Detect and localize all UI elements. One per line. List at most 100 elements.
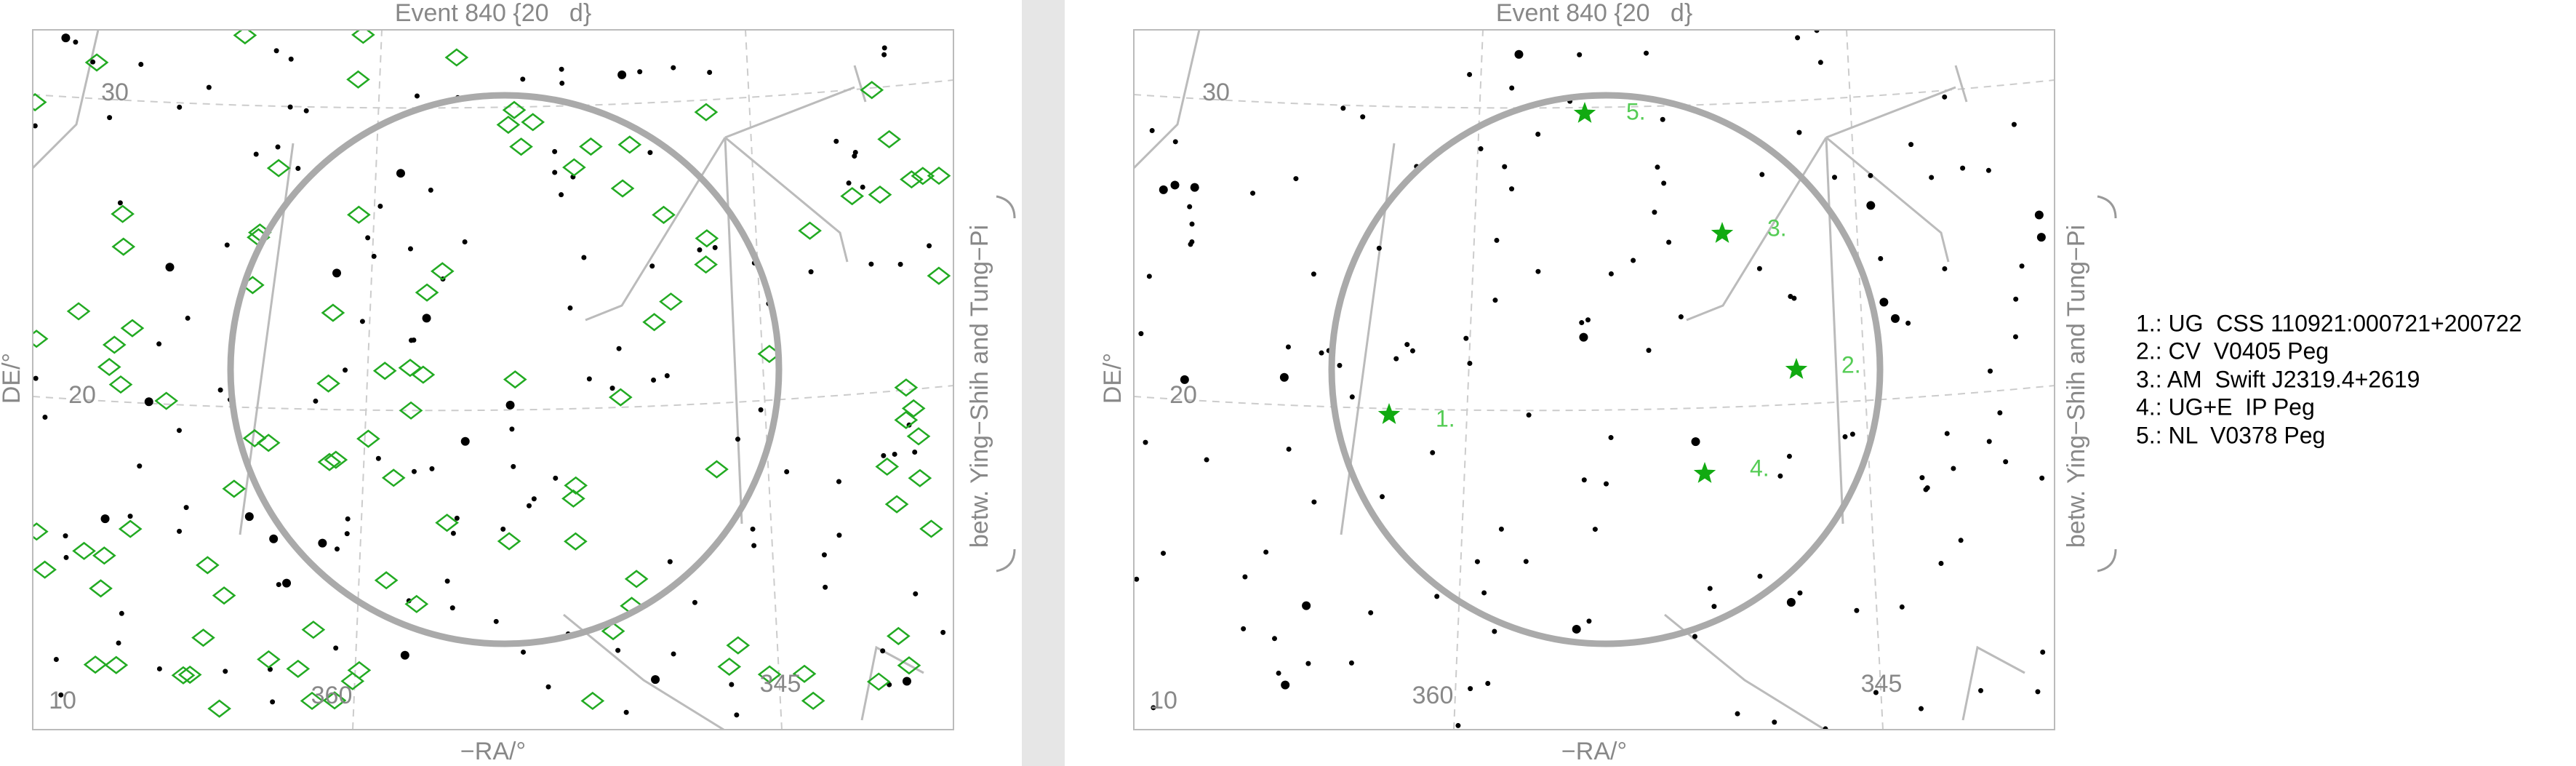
star	[371, 253, 377, 259]
star	[545, 684, 551, 690]
star	[1143, 439, 1148, 445]
star	[511, 463, 516, 469]
star	[2011, 121, 2017, 127]
star	[1348, 660, 1354, 666]
star	[1942, 94, 1948, 100]
object-marker	[83, 655, 108, 674]
star	[411, 338, 417, 343]
star	[615, 647, 621, 653]
star	[1514, 49, 1524, 59]
star	[42, 414, 48, 420]
star	[1509, 85, 1515, 91]
star	[836, 479, 841, 484]
constellation-line	[1686, 137, 1828, 322]
star	[1944, 431, 1950, 436]
star	[1908, 142, 1914, 148]
grid-label: 360	[311, 682, 353, 709]
object-marker	[317, 452, 342, 471]
star	[1474, 559, 1480, 564]
star	[1293, 176, 1299, 182]
star	[1866, 201, 1876, 210]
object-marker	[659, 292, 683, 311]
x-label: −RA/°	[460, 738, 526, 765]
star	[1929, 175, 1935, 180]
star	[1337, 362, 1343, 368]
grid-line	[1134, 385, 2055, 412]
star	[33, 123, 38, 129]
object-marker	[177, 665, 202, 685]
star	[821, 552, 827, 558]
star	[750, 526, 756, 532]
object-marker	[561, 489, 585, 508]
star	[61, 33, 71, 43]
star	[1772, 719, 1777, 725]
object-marker	[108, 375, 133, 394]
star	[2019, 263, 2025, 269]
star	[880, 648, 886, 654]
star	[2039, 475, 2045, 481]
object-marker	[906, 427, 931, 446]
star	[1468, 686, 1473, 692]
star	[1430, 450, 1436, 455]
star	[1485, 681, 1491, 687]
star	[567, 305, 573, 311]
object-marker	[195, 556, 220, 575]
star	[1585, 317, 1591, 323]
object-marker	[222, 479, 247, 498]
constellation-line	[1134, 30, 1201, 169]
star	[365, 235, 371, 241]
star	[617, 70, 627, 79]
star	[156, 666, 162, 671]
object-marker	[444, 48, 469, 67]
star	[138, 62, 144, 68]
star	[692, 599, 697, 605]
object-marker	[868, 185, 892, 204]
constellation-line	[1825, 86, 1956, 139]
bracket	[2097, 195, 2117, 219]
star	[282, 578, 292, 588]
star	[559, 192, 564, 198]
star	[177, 104, 183, 110]
object-marker	[321, 303, 345, 322]
object-marker	[66, 302, 91, 321]
star	[313, 398, 319, 404]
legend-entry: 1.: UG CSS 110921:000721+200722	[2136, 310, 2521, 336]
object-marker	[430, 262, 455, 281]
constellation-line	[1664, 613, 1825, 730]
object-marker	[398, 359, 423, 378]
star	[823, 584, 828, 590]
star	[1502, 164, 1508, 169]
star	[1190, 183, 1199, 192]
object-marker	[894, 378, 919, 397]
star	[1707, 586, 1713, 591]
object-marker	[840, 187, 865, 206]
star	[729, 682, 735, 687]
star	[697, 247, 703, 252]
star	[1581, 477, 1587, 483]
star	[1146, 274, 1152, 279]
star	[1923, 487, 1929, 492]
star	[493, 618, 499, 624]
star	[33, 375, 39, 381]
object-marker	[324, 450, 348, 469]
object-marker	[347, 661, 372, 679]
star	[303, 108, 309, 113]
marker-label: 3.	[1767, 215, 1787, 241]
constellation-line	[585, 137, 727, 322]
star	[63, 533, 68, 539]
grid-label: 345	[1861, 670, 1903, 698]
star	[1890, 314, 1900, 323]
star	[1592, 527, 1598, 532]
object-marker	[564, 532, 588, 551]
legend-entry: 4.: UG+E IP Peg	[2136, 394, 2315, 420]
star	[1652, 210, 1657, 215]
star	[664, 373, 670, 379]
star	[275, 144, 281, 150]
object-marker	[33, 522, 49, 541]
star	[1302, 601, 1311, 610]
object-marker	[301, 621, 326, 639]
star	[73, 39, 79, 45]
star	[396, 169, 405, 178]
star	[107, 115, 113, 121]
star	[1960, 165, 1966, 171]
